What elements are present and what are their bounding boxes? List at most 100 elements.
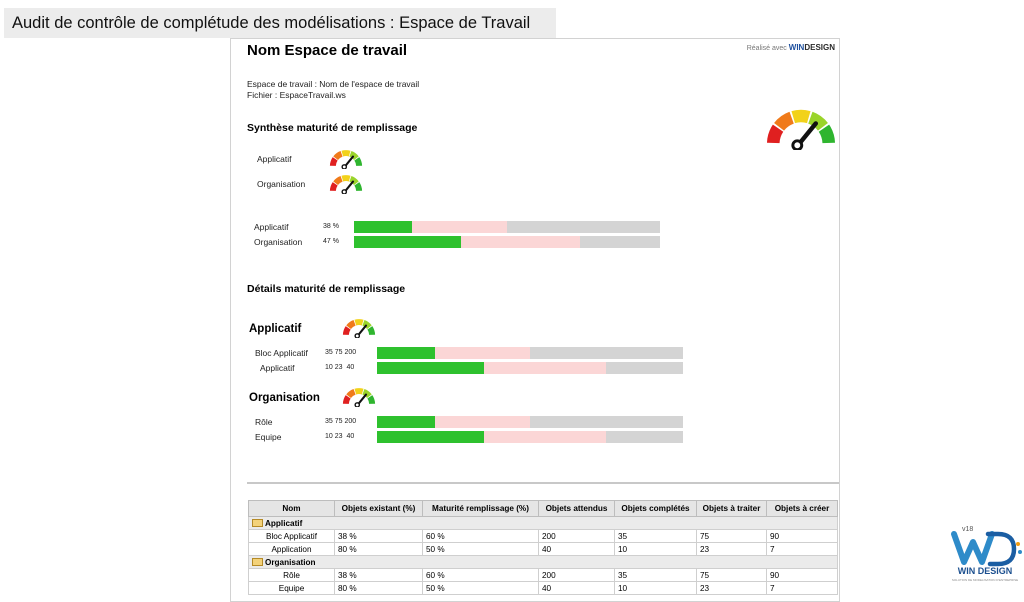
column-header[interactable]: Maturité remplissage (%) (423, 501, 539, 517)
gauge-segment (354, 319, 363, 325)
bar-completed-segment (354, 221, 412, 233)
bar-to-create-segment (530, 347, 683, 359)
column-header[interactable]: Objets existant (%) (335, 501, 423, 517)
gauge-icon-details-applicatif (341, 317, 377, 338)
table-group-row[interactable]: Organisation (249, 556, 838, 569)
gauge-icon-organisation (328, 173, 364, 194)
table-cell: Equipe (249, 582, 335, 595)
table-group-row[interactable]: Applicatif (249, 517, 838, 530)
bar-completed-segment (377, 347, 435, 359)
column-header[interactable]: Nom (249, 501, 335, 517)
synthese-gauge-label-organisation: Organisation (257, 179, 305, 189)
table-row[interactable]: Bloc Applicatif 38 % 60 % 200 35 75 90 (249, 530, 838, 543)
gauge-segment (341, 150, 350, 156)
brand-design: DESIGN (804, 43, 835, 52)
table-cell: 80 % (335, 543, 423, 556)
synthese-bar-label-applicatif: Applicatif (254, 222, 289, 232)
progress-bar-bloc-applicatif (377, 347, 683, 359)
brand-win: WIN (789, 43, 805, 52)
table-cell: 200 (539, 530, 615, 543)
gauge-segment (791, 110, 810, 123)
gauge-hub (342, 165, 346, 169)
column-header[interactable]: Objets complétés (615, 501, 697, 517)
table-cell: 35 (615, 569, 697, 582)
group-name: Applicatif (265, 519, 302, 528)
table-cell: 10 (615, 543, 697, 556)
table-row[interactable]: Rôle 38 % 60 % 200 35 75 90 (249, 569, 838, 582)
bar-completed-segment (377, 362, 484, 374)
synthese-bar-label-organisation: Organisation (254, 237, 302, 247)
details-row-label: Rôle (255, 417, 272, 427)
folder-icon (252, 558, 263, 566)
report-panel: Nom Espace de travail Réalisé avec WINDE… (230, 38, 840, 602)
folder-icon (252, 519, 263, 527)
table-cell: 90 (767, 530, 838, 543)
column-header[interactable]: Objets à traiter (697, 501, 767, 517)
details-row-numbers: 10 23 40 (325, 433, 354, 440)
details-section-title-organisation: Organisation (249, 392, 320, 404)
column-header[interactable]: Objets à créer (767, 501, 838, 517)
bar-to-create-segment (580, 236, 660, 248)
bar-to-process-segment (484, 431, 606, 443)
synthese-gauge-label-applicatif: Applicatif (257, 154, 292, 164)
logo-version: v18 (962, 526, 973, 533)
group-cell: Organisation (249, 556, 838, 569)
gauge-hub (355, 403, 359, 407)
details-row-numbers: 35 75 200 (325, 418, 356, 425)
section-divider (247, 482, 839, 484)
table-cell: 40 (539, 543, 615, 556)
details-row-label: Bloc Applicatif (255, 348, 308, 358)
gauge-segment (341, 175, 350, 181)
progress-bar-synthese-organisation (354, 236, 660, 248)
gauge-hub (342, 190, 346, 194)
table-cell: Bloc Applicatif (249, 530, 335, 543)
table-cell: 90 (767, 569, 838, 582)
details-title: Détails maturité de remplissage (247, 283, 405, 295)
table-header-row: Nom Objets existant (%) Maturité remplis… (249, 501, 838, 517)
progress-bar-role (377, 416, 683, 428)
group-cell: Applicatif (249, 517, 838, 530)
table-cell: 200 (539, 569, 615, 582)
bar-to-process-segment (412, 221, 507, 233)
bar-to-create-segment (507, 221, 660, 233)
table-cell: 50 % (423, 582, 539, 595)
table-cell: 23 (697, 582, 767, 595)
table-cell: 60 % (423, 569, 539, 582)
table-cell: 10 (615, 582, 697, 595)
gauge-icon-details-organisation (341, 386, 377, 407)
bar-to-process-segment (461, 236, 580, 248)
summary-table: Nom Objets existant (%) Maturité remplis… (248, 500, 838, 595)
table-row[interactable]: Application 80 % 50 % 40 10 23 7 (249, 543, 838, 556)
column-header[interactable]: Objets attendus (539, 501, 615, 517)
gauge-hub (793, 141, 802, 150)
table-cell: 60 % (423, 530, 539, 543)
synthese-bar-pct-applicatif: 38 % (323, 223, 339, 230)
table-cell: 40 (539, 582, 615, 595)
details-row-numbers: 35 75 200 (325, 349, 356, 356)
details-row-label: Applicatif (260, 363, 295, 373)
bar-to-process-segment (484, 362, 606, 374)
bar-to-process-segment (435, 416, 530, 428)
table-cell: 50 % (423, 543, 539, 556)
table-cell: 7 (767, 582, 838, 595)
table-cell: 75 (697, 569, 767, 582)
gauge-hub (355, 334, 359, 338)
table-cell: 75 (697, 530, 767, 543)
table-cell: 38 % (335, 569, 423, 582)
table-cell: Rôle (249, 569, 335, 582)
synthese-bar-pct-organisation: 47 % (323, 238, 339, 245)
table-cell: 35 (615, 530, 697, 543)
details-section-title-applicatif: Applicatif (249, 323, 301, 335)
group-name: Organisation (265, 558, 316, 567)
info-file: Fichier : EspaceTravail.ws (247, 90, 346, 100)
gauge-segment (354, 388, 363, 394)
table-row[interactable]: Equipe 80 % 50 % 40 10 23 7 (249, 582, 838, 595)
table-cell: Application (249, 543, 335, 556)
bar-to-create-segment (606, 362, 683, 374)
progress-bar-synthese-applicatif (354, 221, 660, 233)
info-workspace: Espace de travail : Nom de l'espace de t… (247, 79, 419, 89)
table-cell: 23 (697, 543, 767, 556)
report-title: Nom Espace de travail (247, 42, 407, 59)
gauge-icon-applicatif (328, 148, 364, 169)
bar-completed-segment (377, 416, 435, 428)
